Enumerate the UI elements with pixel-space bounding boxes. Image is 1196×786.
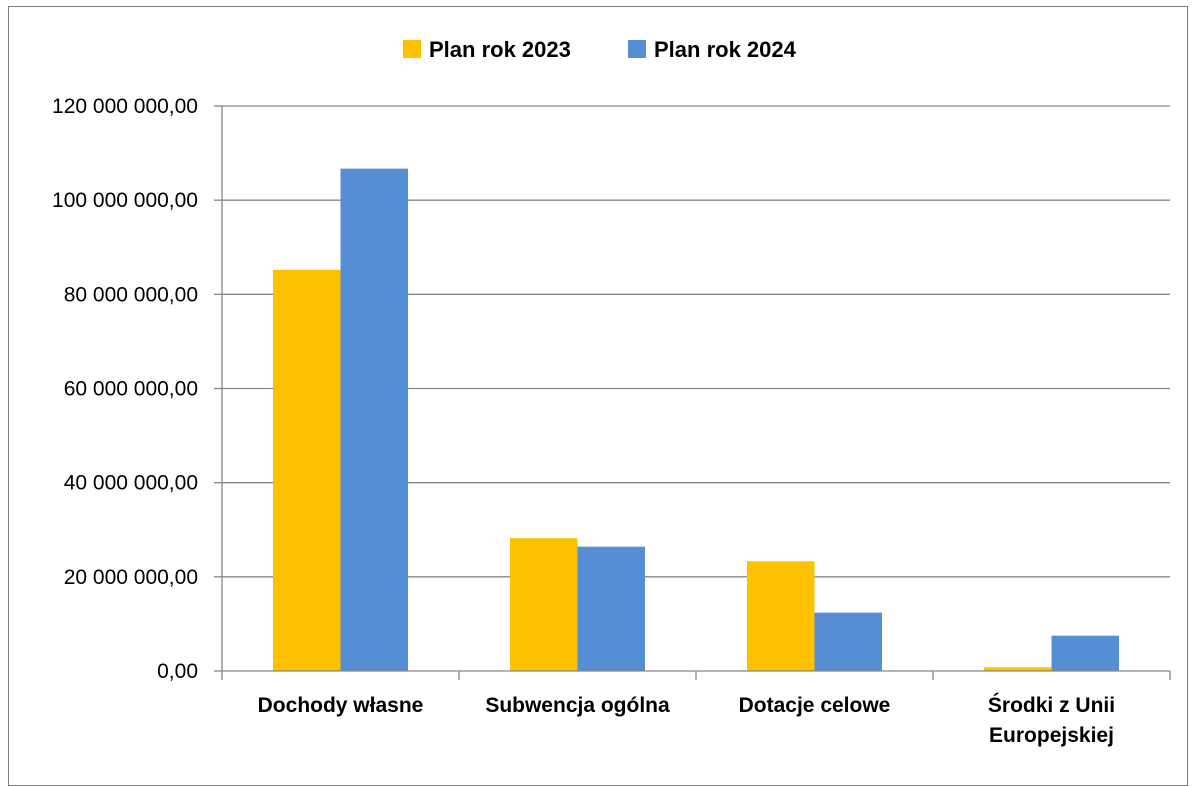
legend-swatch (403, 40, 421, 58)
y-tick-label: 0,00 (157, 660, 198, 683)
bar-plan-2024-0 (340, 168, 408, 671)
legend-label: Plan rok 2024 (654, 37, 797, 62)
y-tick-label: 120 000 000,00 (52, 95, 198, 118)
category-label: Dotacje celowe (739, 694, 891, 717)
y-tick-label: 40 000 000,00 (64, 472, 198, 495)
bar-plan-2023-1 (510, 538, 578, 671)
legend-label: Plan rok 2023 (429, 37, 571, 62)
bar-plan-2024-2 (814, 612, 882, 671)
y-tick-label: 100 000 000,00 (52, 189, 198, 212)
legend-swatch (628, 40, 646, 58)
bar-plan-2024-3 (1051, 635, 1119, 671)
category-label: Subwencja ogólna (485, 694, 670, 717)
bar-plan-2023-0 (273, 269, 341, 671)
bar-plan-2023-3 (984, 667, 1052, 671)
category-label: Dochody własne (258, 694, 424, 717)
category-label: Europejskiej (989, 724, 1114, 747)
bar-plan-2024-1 (577, 546, 645, 671)
y-tick-label: 80 000 000,00 (64, 283, 198, 306)
category-label: Środki z Unii (988, 693, 1115, 717)
y-tick-label: 20 000 000,00 (64, 566, 198, 589)
y-tick-label: 60 000 000,00 (64, 378, 198, 401)
bar-plan-2023-2 (747, 561, 815, 671)
bar-chart: 0,00 20 000 000,00 40 000 000,00 60 000 000… (52, 37, 1171, 747)
